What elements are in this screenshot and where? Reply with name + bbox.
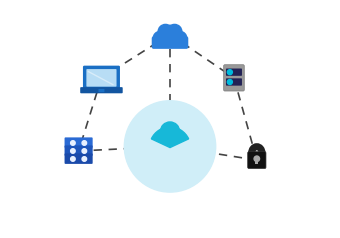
Wedge shape bbox=[151, 127, 189, 148]
FancyBboxPatch shape bbox=[83, 66, 120, 90]
Circle shape bbox=[167, 25, 182, 39]
Circle shape bbox=[124, 101, 216, 192]
Circle shape bbox=[227, 79, 232, 84]
FancyBboxPatch shape bbox=[224, 65, 244, 91]
FancyBboxPatch shape bbox=[80, 87, 123, 93]
FancyBboxPatch shape bbox=[99, 89, 104, 92]
Bar bbox=[255, 160, 258, 164]
Circle shape bbox=[153, 31, 168, 46]
FancyBboxPatch shape bbox=[226, 69, 242, 76]
FancyBboxPatch shape bbox=[86, 69, 117, 87]
Circle shape bbox=[71, 141, 75, 145]
FancyBboxPatch shape bbox=[226, 78, 242, 86]
Circle shape bbox=[71, 157, 75, 161]
FancyBboxPatch shape bbox=[248, 152, 266, 169]
Circle shape bbox=[82, 141, 87, 145]
Circle shape bbox=[160, 122, 180, 141]
FancyBboxPatch shape bbox=[65, 153, 93, 164]
FancyBboxPatch shape bbox=[152, 36, 188, 49]
Circle shape bbox=[160, 25, 180, 46]
Circle shape bbox=[254, 156, 259, 162]
Circle shape bbox=[82, 149, 87, 153]
FancyBboxPatch shape bbox=[65, 145, 93, 156]
Circle shape bbox=[82, 157, 87, 161]
FancyBboxPatch shape bbox=[65, 137, 93, 148]
Circle shape bbox=[158, 25, 173, 39]
Circle shape bbox=[227, 70, 232, 75]
Circle shape bbox=[71, 149, 75, 153]
Circle shape bbox=[172, 31, 187, 46]
